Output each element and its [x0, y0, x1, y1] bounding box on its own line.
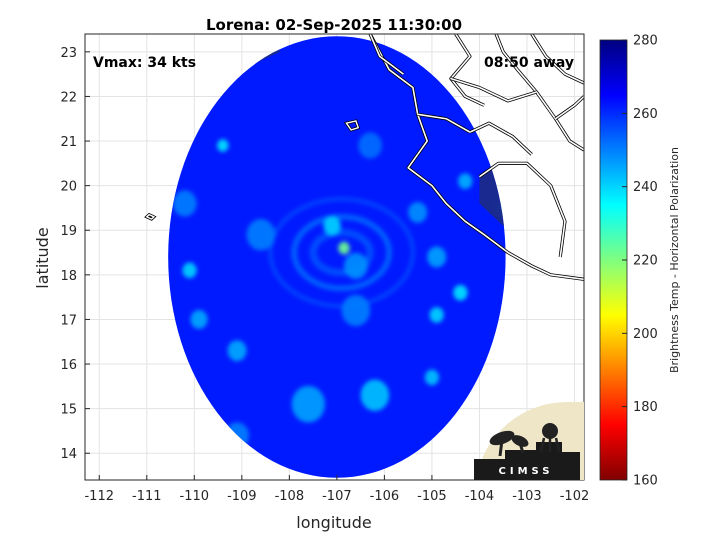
y-tick-label: 19	[60, 224, 77, 239]
brightness-feature	[338, 241, 350, 255]
colorbar-tick-label: 200	[633, 327, 658, 342]
chart-title: Lorena: 02-Sep-2025 11:30:00	[206, 16, 462, 34]
rain-band	[309, 228, 374, 277]
brightness-feature	[190, 310, 208, 329]
island	[345, 120, 360, 131]
x-axis-label: longitude	[296, 513, 371, 532]
colorbar-tick-label: 280	[633, 34, 658, 49]
rain-band	[268, 197, 415, 309]
x-tick-label: -102	[560, 489, 590, 504]
island	[145, 213, 156, 220]
brightness-feature	[341, 294, 371, 327]
brightness-feature	[246, 219, 276, 251]
colorbar-ticks: 160 180 200 220 240 260 280	[622, 34, 658, 489]
y-tick-label: 15	[60, 403, 77, 418]
brightness-feature	[344, 252, 368, 279]
time-away-annotation: 08:50 away	[484, 55, 574, 71]
colorbar-tick-label: 180	[633, 400, 658, 415]
brightness-feature	[291, 385, 325, 423]
brightness-feature	[458, 173, 473, 190]
coastlines	[144, 34, 584, 281]
colorbar-tick-label: 220	[633, 254, 658, 269]
y-tick-label: 23	[60, 46, 77, 61]
cimss-logo: CIMSS	[474, 401, 584, 480]
brightness-feature	[408, 201, 428, 223]
x-tick-label: -112	[84, 489, 114, 504]
x-tick-label: -103	[512, 489, 542, 504]
y-tick-label: 22	[60, 90, 77, 105]
colorbar-tick-label: 160	[633, 474, 658, 489]
colorbar-tick-label: 260	[633, 107, 658, 122]
x-tick-label: -110	[180, 489, 210, 504]
brightness-feature	[182, 262, 197, 279]
brightness-feature	[323, 216, 341, 236]
y-tick-label: 16	[60, 358, 77, 373]
coastline	[469, 122, 533, 156]
logo-text: CIMSS	[499, 466, 554, 477]
y-tick-label: 17	[60, 313, 77, 328]
colorbar-label: Brightness Temp - Horizontal Polarizatio…	[668, 147, 681, 373]
brightness-feature	[453, 284, 468, 301]
y-axis-label: latitude	[33, 227, 52, 288]
y-tick-label: 14	[60, 447, 77, 462]
colorbar-tick-label: 240	[633, 180, 658, 195]
rain-band	[291, 214, 392, 291]
plot-frame	[84, 33, 585, 481]
x-tick-label: -106	[370, 489, 400, 504]
x-tick-label: -109	[227, 489, 257, 504]
x-tick-label: -108	[275, 489, 305, 504]
coastline	[417, 113, 471, 133]
coastline	[555, 95, 584, 120]
coastline	[369, 34, 428, 155]
brightness-feature	[427, 246, 447, 268]
brightness-feature	[358, 132, 383, 159]
x-tick-label: -107	[322, 489, 352, 504]
brightness-feature	[424, 369, 440, 386]
y-axis-ticks: 14 15 16 17 18 19 20 21 22 23	[60, 46, 90, 462]
brightness-feature	[227, 340, 247, 362]
x-tick-label: -104	[465, 489, 495, 504]
coastline	[369, 34, 404, 75]
coastline	[531, 34, 584, 84]
x-tick-label: -111	[132, 489, 162, 504]
y-tick-label: 21	[60, 135, 77, 150]
brightness-feature	[172, 190, 197, 217]
y-tick-label: 20	[60, 180, 77, 195]
vmax-annotation: Vmax: 34 kts	[93, 55, 196, 71]
brightness-feature	[217, 139, 229, 152]
coastline	[478, 162, 566, 258]
brightness-feature	[360, 379, 390, 411]
coastline	[450, 34, 485, 107]
y-tick-label: 18	[60, 269, 77, 284]
x-tick-label: -105	[417, 489, 447, 504]
coastline	[407, 153, 584, 281]
microwave-swath	[168, 36, 506, 478]
brightness-feature	[429, 307, 444, 323]
coastline	[450, 77, 537, 102]
plot-area	[85, 34, 584, 480]
